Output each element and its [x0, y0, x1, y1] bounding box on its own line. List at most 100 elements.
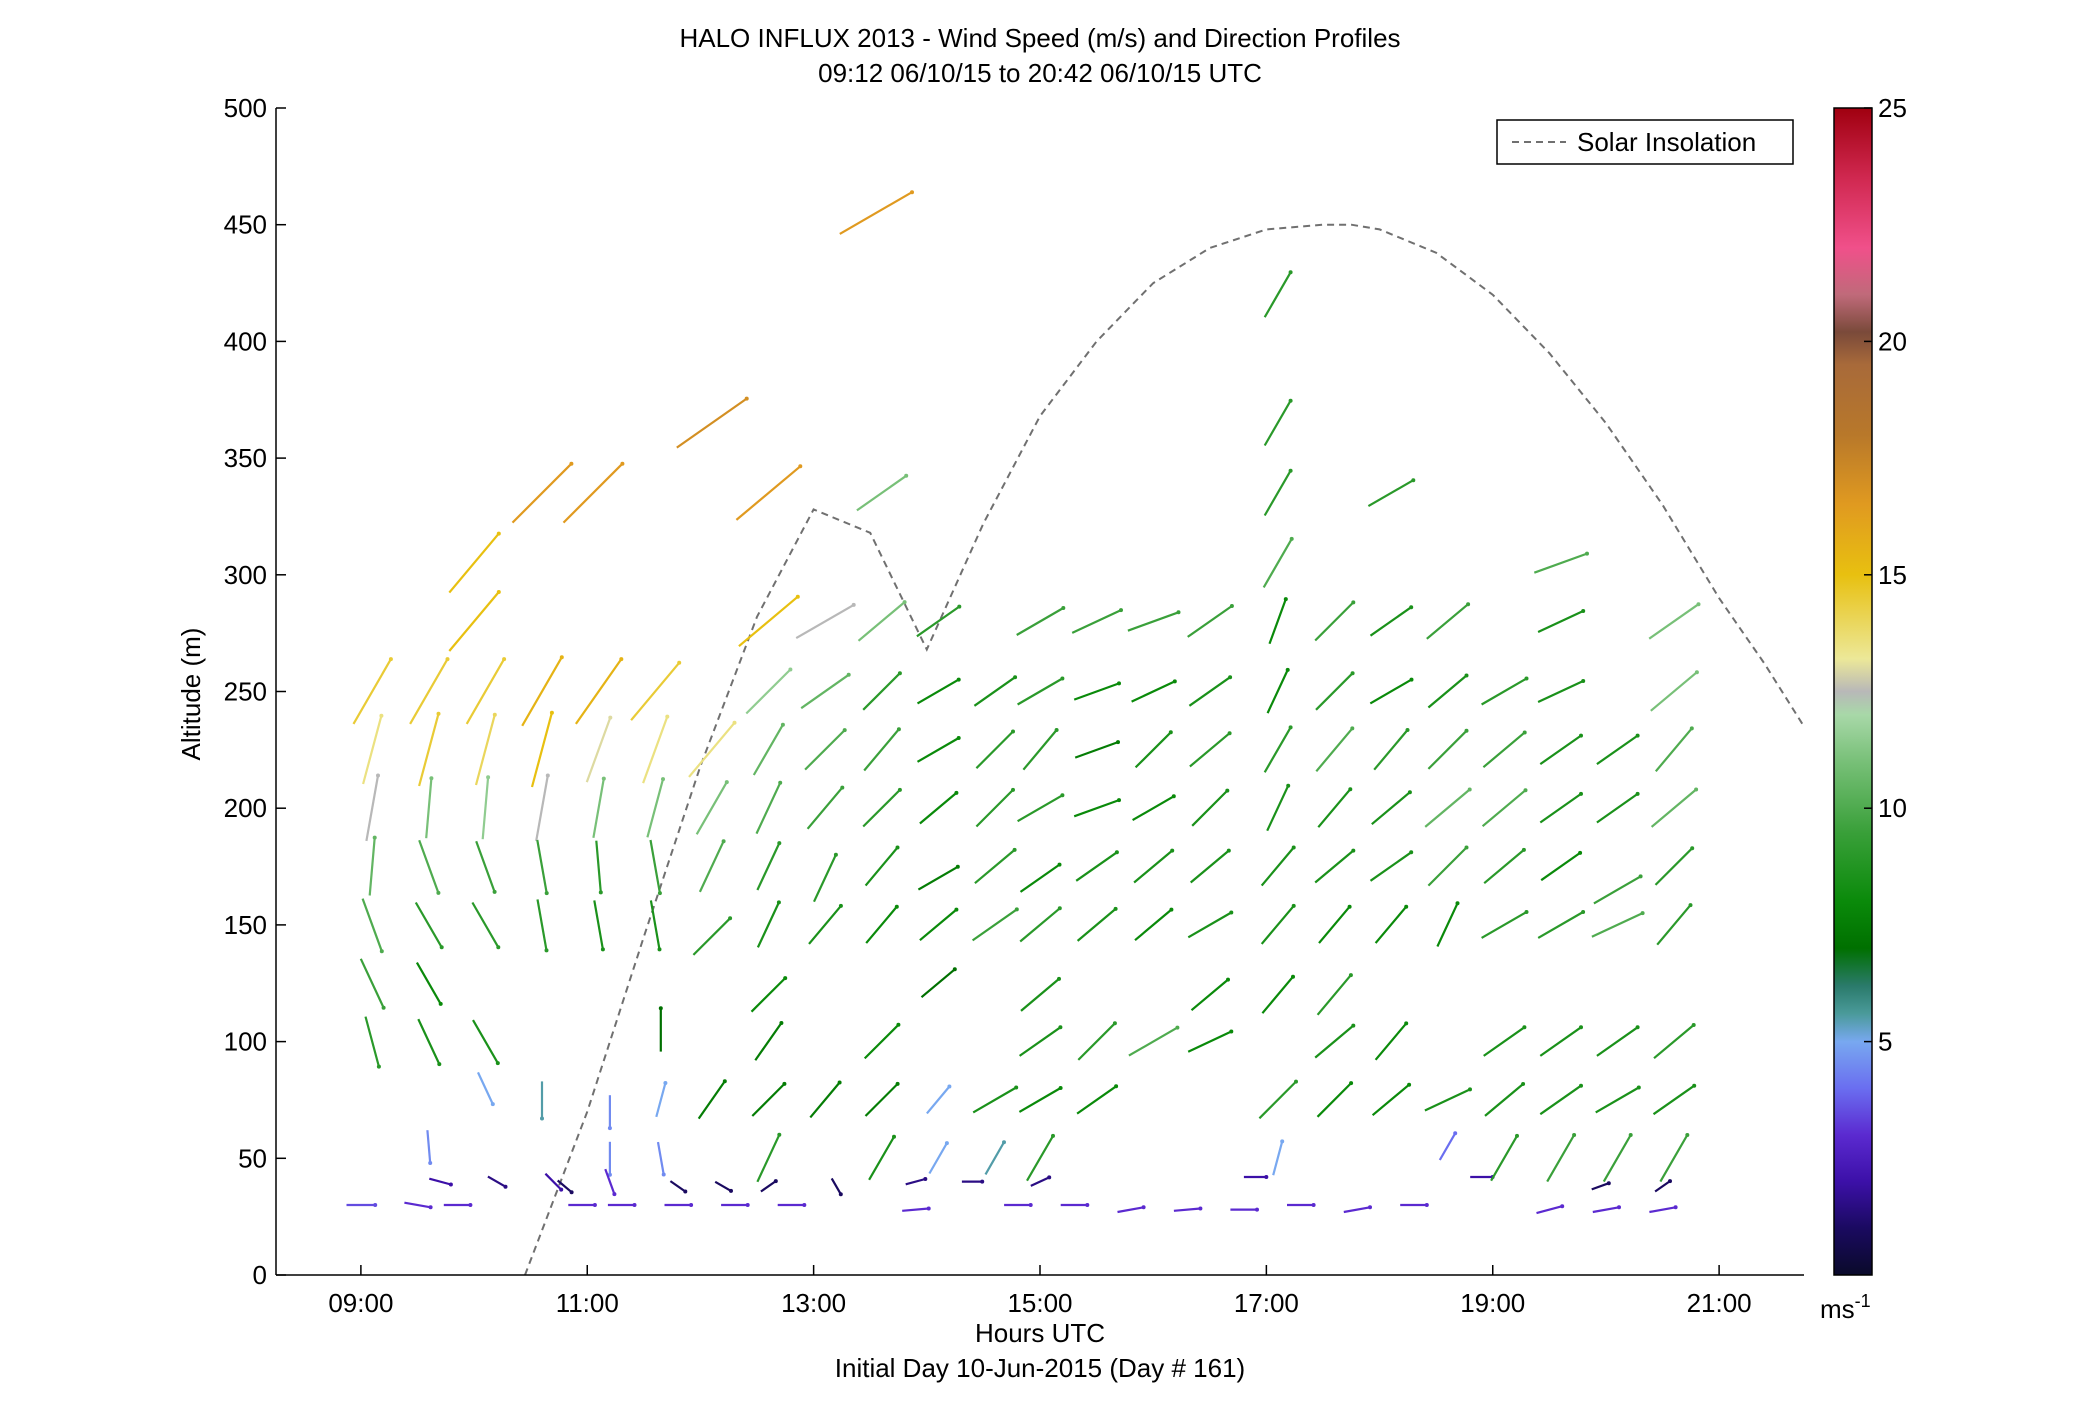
wind-barb-head — [540, 1116, 544, 1121]
wind-barb-head — [1113, 906, 1118, 911]
wind-barb — [562, 462, 624, 524]
wind-barb-head — [607, 1126, 612, 1131]
wind-barb-head — [1351, 848, 1356, 853]
wind-barb — [760, 1180, 777, 1193]
wind-barb-head — [956, 736, 961, 740]
wind-barb-head — [1572, 1133, 1577, 1137]
wind-barb — [1596, 734, 1639, 766]
wind-barb-head — [1061, 606, 1066, 610]
wind-barb — [604, 1168, 616, 1195]
wind-barb — [1128, 1026, 1178, 1057]
wind-barb-head — [957, 604, 962, 609]
wind-barb — [1591, 1182, 1610, 1191]
wind-barb — [1369, 606, 1412, 637]
wind-barb-head — [1635, 733, 1640, 738]
wind-barb-head — [1002, 1140, 1006, 1145]
wind-barb-head — [1013, 675, 1018, 680]
wind-barb-head — [955, 864, 960, 869]
wind-barb-head — [1117, 798, 1121, 803]
wind-barb — [1650, 671, 1698, 712]
wind-barb — [429, 1177, 452, 1186]
wind-barb — [1134, 731, 1172, 769]
wind-barb — [916, 678, 960, 705]
wind-barb-head — [892, 1134, 896, 1139]
wind-barb-head — [379, 713, 384, 718]
y-tick-label: 300 — [224, 560, 267, 590]
wind-barb-head — [436, 711, 441, 716]
wind-barb-head — [846, 672, 851, 677]
wind-barb-head — [503, 1184, 508, 1189]
wind-barb-head — [496, 945, 501, 950]
wind-barb-head — [1291, 974, 1295, 979]
wind-barb — [1654, 847, 1693, 886]
wind-barb-head — [773, 1179, 778, 1184]
wind-barb-head — [1058, 1025, 1063, 1030]
wind-barb — [1343, 1206, 1371, 1214]
wind-barb-head — [1467, 787, 1472, 792]
wind-barb — [1659, 1134, 1689, 1183]
y-tick-label: 100 — [224, 1027, 267, 1057]
wind-barb-head — [1255, 1207, 1259, 1212]
wind-barb-head — [1521, 847, 1526, 852]
wind-barb-head — [1054, 728, 1059, 732]
y-tick-label: 250 — [224, 677, 267, 707]
wind-barb-head — [608, 715, 613, 720]
wind-barb — [1316, 974, 1352, 1016]
wind-barb — [655, 1082, 667, 1118]
wind-barb — [1539, 734, 1582, 766]
wind-barb-head — [1453, 1131, 1458, 1136]
wind-barb-head — [1409, 850, 1414, 855]
wind-barb-head — [544, 891, 549, 896]
colorbar-unit: ms-1 — [1820, 1291, 1871, 1324]
wind-barb-head — [923, 1177, 928, 1181]
wind-barb-head — [1175, 1025, 1180, 1030]
wind-barb-head — [1057, 906, 1062, 911]
wind-barb — [806, 786, 844, 830]
wind-barb-head — [1047, 1175, 1052, 1180]
wind-barb — [1436, 902, 1459, 947]
wind-barb — [1369, 678, 1413, 705]
wind-barb — [1075, 851, 1118, 882]
wind-barb — [511, 462, 573, 524]
wind-barb-head — [1057, 862, 1062, 867]
wind-barb — [1260, 846, 1295, 887]
wind-barb-head — [601, 776, 606, 781]
wind-barb-head — [1606, 1181, 1611, 1186]
wind-barb-head — [895, 845, 900, 850]
wind-barb-head — [1058, 1086, 1063, 1090]
wind-barb — [477, 1071, 494, 1105]
x-axis-label-day: Initial Day 10-Jun-2015 (Day # 161) — [835, 1353, 1245, 1383]
wind-barb — [1134, 908, 1173, 942]
wind-barb — [474, 714, 496, 786]
wind-barb-head — [665, 714, 670, 719]
wind-barb — [1077, 1022, 1116, 1061]
wind-barb-head — [1348, 787, 1353, 792]
wind-barb — [1484, 1083, 1524, 1117]
wind-barb-head — [802, 1203, 807, 1207]
wind-barb — [1020, 978, 1060, 1012]
wind-barb — [1261, 975, 1294, 1014]
wind-barb — [593, 900, 604, 950]
wind-barb — [1438, 1132, 1457, 1161]
wind-barb — [1593, 875, 1642, 905]
wind-barb-head — [677, 660, 682, 665]
wind-barb — [481, 777, 490, 840]
wind-barb — [544, 1172, 562, 1191]
wind-barb-head — [1349, 1081, 1354, 1086]
wind-barb — [536, 839, 548, 894]
wind-barb-head — [840, 785, 845, 790]
wind-barb-head — [1690, 846, 1695, 851]
wind-barb — [1591, 912, 1644, 938]
wind-barb-head — [1694, 670, 1699, 675]
wind-barb — [1426, 603, 1469, 640]
wind-barb-head — [1168, 730, 1173, 735]
wind-barb — [1653, 1024, 1695, 1060]
wind-barb — [1258, 1080, 1297, 1120]
wind-barb — [1367, 479, 1414, 508]
wind-barb-head — [798, 464, 803, 469]
wind-barb — [808, 905, 842, 945]
wind-barb-head — [448, 1182, 453, 1187]
colorbar-scale — [1833, 107, 1873, 1276]
wind-barb — [1263, 726, 1292, 773]
wind-barb-head — [1411, 478, 1416, 483]
